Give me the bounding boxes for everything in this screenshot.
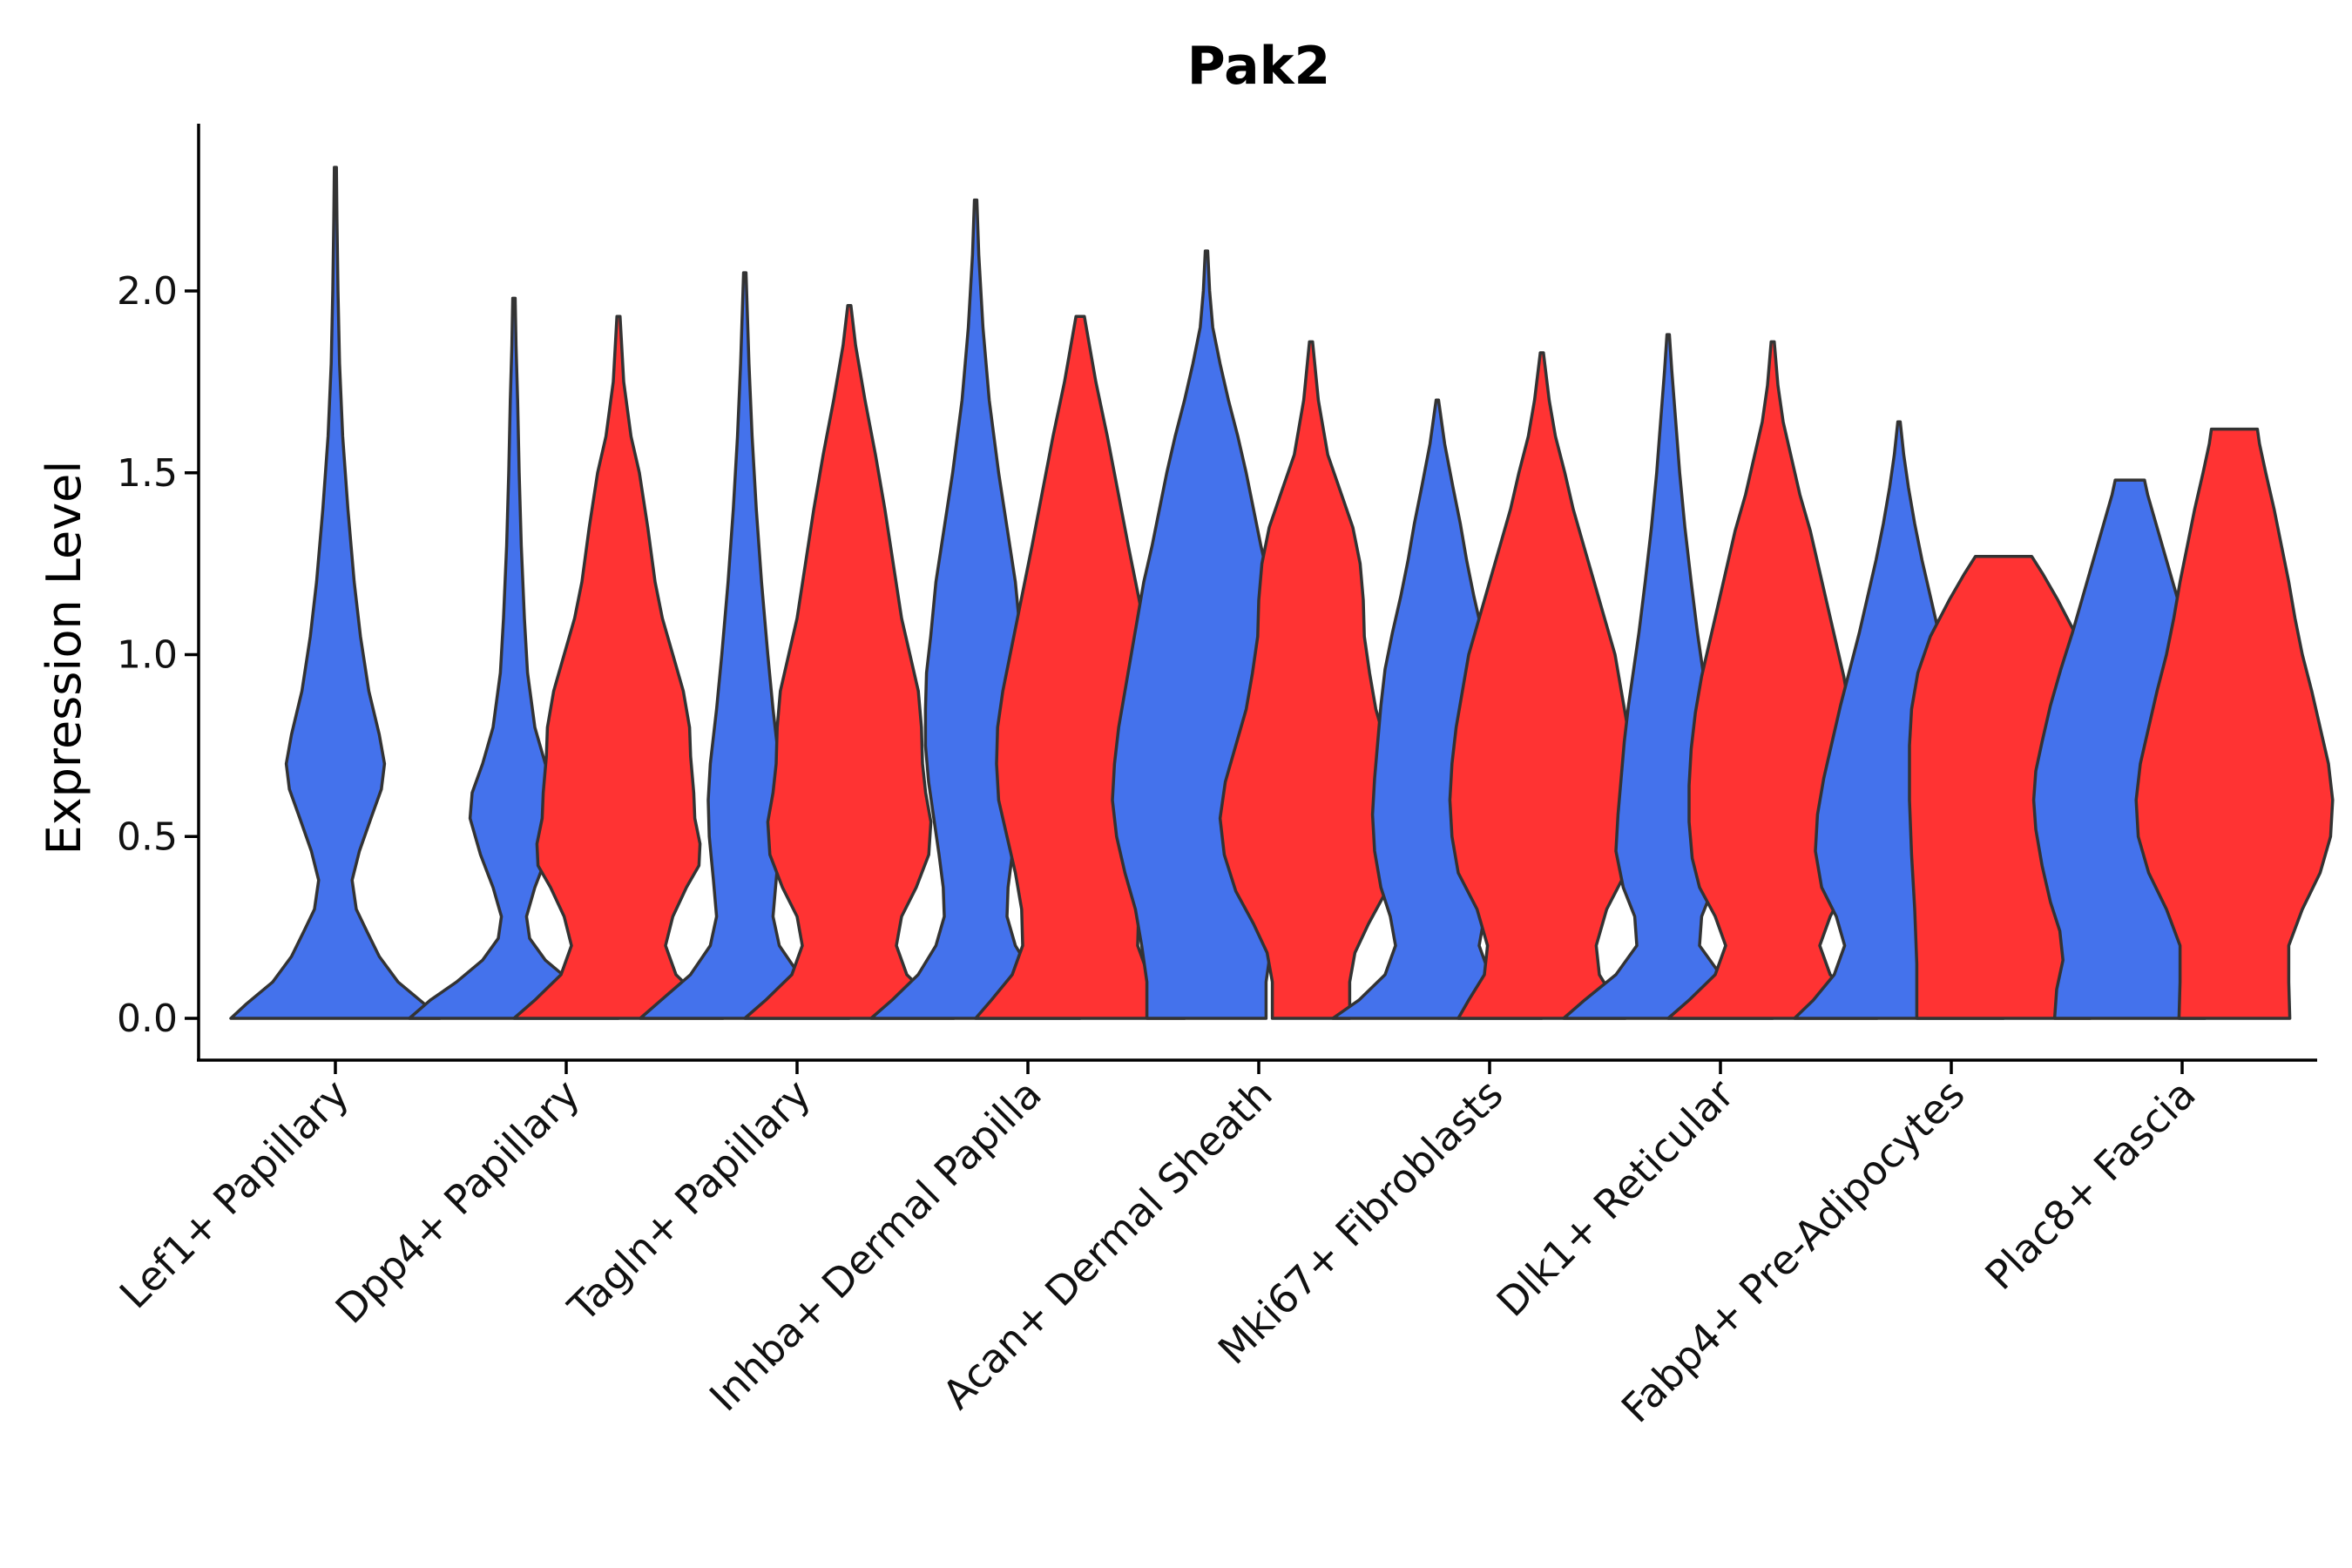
y-tick-label: 1.5 — [117, 451, 178, 496]
y-ticks: 0.0 0.5 1.0 1.5 2.0 — [117, 269, 199, 1041]
x-category-label: Plac8+ Fascia — [1976, 1071, 2204, 1299]
violin-group — [229, 166, 2335, 1020]
violin-blue-1 — [408, 296, 620, 1020]
x-category-label: Dlk1+ Reticular — [1488, 1071, 1743, 1326]
violin-red-1 — [512, 314, 725, 1020]
violin-blue-0 — [229, 166, 442, 1020]
x-category-label: Dpp4+ Papillary — [327, 1071, 589, 1333]
y-tick-label: 2.0 — [117, 269, 178, 314]
x-category-label: Tagln+ Papillary — [558, 1071, 820, 1332]
axes — [197, 124, 2317, 1062]
violin-red-2 — [743, 303, 956, 1020]
y-axis-label: Expression Level — [37, 461, 91, 855]
y-tick-label: 0.5 — [117, 814, 178, 859]
y-tick-label: 0.0 — [117, 997, 178, 1041]
chart-title: Pak2 — [1187, 36, 1331, 97]
x-category-label: Lef1+ Papillary — [111, 1071, 358, 1318]
violin-red-8 — [2134, 427, 2335, 1020]
y-tick-label: 1.0 — [117, 633, 178, 678]
